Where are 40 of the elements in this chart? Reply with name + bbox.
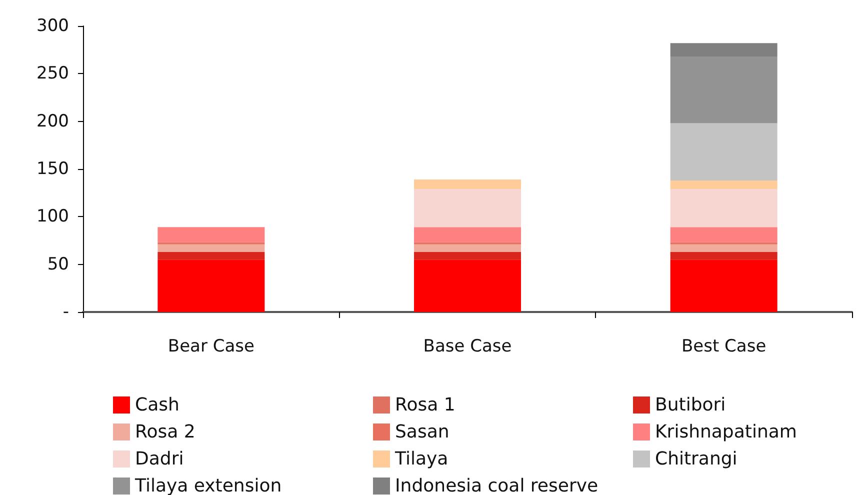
- bar: [670, 227, 778, 242]
- bar: [158, 252, 265, 260]
- legend-label: Tilaya extension: [134, 476, 282, 495]
- legend-label: Krishnapatinam: [655, 422, 797, 442]
- legend-label: Rosa 2: [135, 422, 196, 442]
- bar: [414, 227, 521, 242]
- legend-label: Indonesia coal reserve: [395, 476, 598, 495]
- bar: [670, 189, 778, 228]
- y-tick-label: 300: [36, 16, 69, 36]
- bar: [158, 244, 265, 252]
- bar: [670, 123, 778, 180]
- bar: [670, 252, 778, 260]
- legend-label: Chitrangi: [655, 448, 738, 470]
- bar: [670, 180, 778, 190]
- y-tick-label: 50: [47, 254, 69, 274]
- y-tick-label: -: [62, 302, 69, 322]
- legend-label: Sasan: [395, 422, 450, 442]
- legend-label: Rosa 1: [395, 394, 456, 416]
- bar: [670, 56, 778, 124]
- x-tick-label: Bear Case: [168, 336, 254, 356]
- legend-label: Dadri: [135, 448, 184, 470]
- x-tick-label: Best Case: [682, 336, 766, 356]
- y-tick-label: 150: [36, 159, 69, 179]
- y-tick-label: 100: [36, 206, 69, 227]
- bar: [414, 244, 521, 252]
- bar: [670, 244, 778, 252]
- bar: [414, 179, 521, 190]
- bar: [158, 227, 265, 242]
- bar: [414, 260, 521, 312]
- legend-label: Butibori: [655, 394, 726, 416]
- x-tick-label: Base Case: [423, 336, 512, 356]
- bar: [158, 260, 265, 312]
- bar: [414, 252, 521, 260]
- bar: [670, 260, 778, 312]
- y-tick-label: 250: [36, 64, 69, 84]
- bar: [670, 43, 778, 57]
- legend-label: Cash: [135, 394, 180, 416]
- bar: [414, 189, 521, 228]
- y-tick-label: 200: [36, 111, 69, 132]
- legend-label: Tilaya: [394, 448, 448, 470]
